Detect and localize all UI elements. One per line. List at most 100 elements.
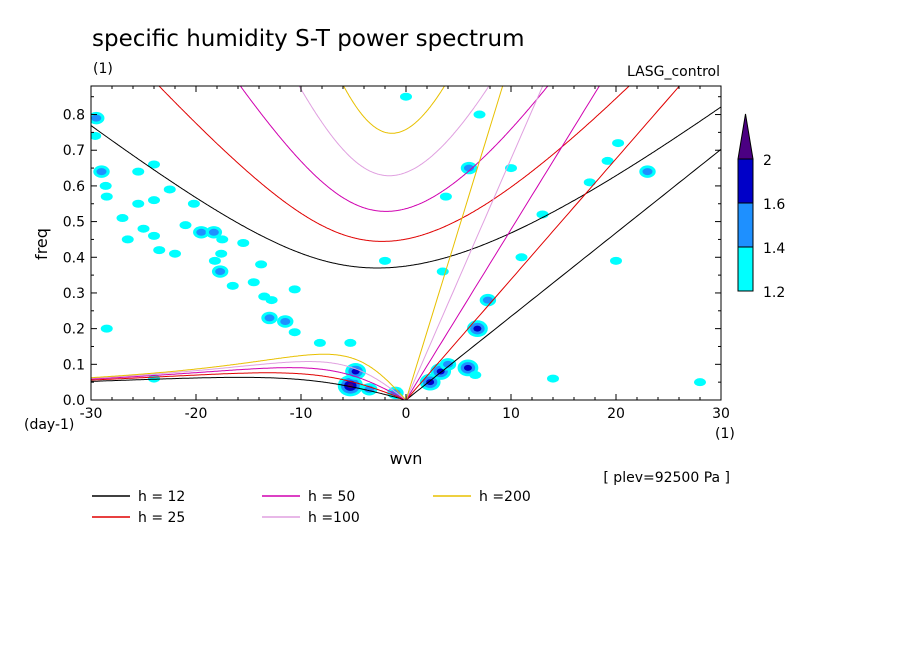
colorbar-segment [737, 158, 754, 204]
plot-frame [90, 85, 722, 401]
contour-blob [215, 249, 228, 258]
contour-blob [91, 131, 102, 140]
contour-blob [100, 324, 113, 333]
x-tick-label: 20 [607, 406, 625, 422]
y-tick-label: 0.4 [63, 250, 85, 266]
contour-blob [583, 178, 596, 187]
contour-blob [116, 214, 129, 223]
chart-subtitle-left: (1) [93, 61, 113, 77]
contour-blob [610, 256, 622, 265]
x-unit-label: (1) [715, 426, 735, 442]
contour-blob [187, 199, 200, 208]
colorbar-segment [737, 202, 754, 248]
legend: h = 12 h = 25 h = 50 h =100 h =200 [92, 489, 531, 526]
contour-blob [237, 239, 250, 247]
contour-blob [288, 328, 301, 337]
x-axis-ticks: -30 -20 -10 0 10 20 30 [80, 86, 730, 422]
contour-blob [132, 199, 145, 208]
y-tick-label: 0.5 [63, 215, 85, 231]
contour-blob [426, 379, 435, 386]
contour-blob [694, 378, 706, 387]
contour-blob [208, 256, 221, 265]
chart-subtitle-right: LASG_control [627, 64, 720, 80]
y-tick-label: 0.3 [63, 286, 85, 302]
colorbar-segment [737, 246, 754, 292]
colorbar-label: 1.6 [763, 197, 785, 213]
contour-blob [100, 192, 113, 201]
contour-blob [148, 231, 160, 240]
x-axis-label: wvn [390, 449, 423, 468]
legend-label: h = 25 [138, 510, 185, 526]
curve-er-0 [91, 376, 406, 400]
curve-ig-1 [158, 86, 630, 242]
contour-blob [132, 167, 145, 176]
contour-blob [91, 114, 102, 122]
contour-blob [344, 338, 357, 347]
curve-kelvin-2 [405, 86, 600, 400]
level-note: [ plev=92500 Pa ] [603, 470, 730, 486]
dispersion-curves [91, 86, 721, 400]
chart-title: specific humidity S-T power spectrum [92, 26, 524, 52]
contour-blob [169, 249, 181, 258]
contour-blob [313, 338, 326, 347]
legend-label: h =100 [308, 510, 360, 526]
contour-blob [179, 221, 192, 230]
curve-ig-3 [298, 86, 490, 177]
colorbar-triangle [737, 113, 754, 160]
curve-er-3 [91, 361, 406, 400]
colorbar-label: 1.4 [763, 241, 785, 257]
y-tick-label: 0.2 [63, 322, 85, 338]
y-tick-label: 0.0 [63, 393, 85, 409]
contour-blob [280, 318, 291, 325]
x-tick-label: 0 [402, 406, 411, 422]
contour-blob [439, 192, 452, 201]
curve-kelvin-4 [405, 86, 504, 400]
contour-blob [226, 281, 239, 290]
contour-blob [436, 368, 445, 375]
contour-blob [216, 235, 229, 244]
colorbar-label: 2 [763, 153, 772, 169]
x-tick-label: -20 [185, 406, 208, 422]
contour-blob [547, 374, 559, 383]
curve-ig-4 [343, 86, 446, 134]
contour-fill-layer [91, 75, 706, 400]
y-axis-ticks: 0.0 0.1 0.2 0.3 0.4 0.5 0.6 0.7 0.8 [63, 96, 721, 409]
curve-er-4 [91, 353, 406, 400]
contour-blob [148, 196, 160, 205]
contour-blob [196, 228, 207, 236]
curve-kelvin-3 [405, 86, 544, 400]
contour-blob [601, 156, 614, 165]
y-tick-label: 0.6 [63, 179, 85, 195]
contour-blob [208, 228, 219, 236]
contour-blob [464, 164, 474, 172]
contour-blob [96, 168, 107, 176]
contour-blob [379, 256, 391, 265]
contour-blob [473, 325, 482, 332]
contour-blob [153, 246, 166, 255]
contour-blob [516, 75, 528, 83]
colorbar-label: 1.2 [763, 285, 785, 301]
x-tick-label: 30 [712, 406, 730, 422]
y-tick-label: 0.7 [63, 143, 85, 159]
x-tick-label: 10 [502, 406, 520, 422]
contour-blob [99, 181, 112, 190]
contour-blob [443, 360, 453, 368]
contour-blob [482, 296, 493, 304]
contour-blob [247, 278, 260, 287]
curve-ig-2 [239, 86, 549, 212]
contour-blob [612, 139, 625, 148]
contour-blob [436, 267, 449, 276]
contour-blob [163, 185, 176, 194]
curve-er-1 [91, 372, 406, 400]
y-tick-label: 0.1 [63, 357, 85, 373]
y-axis-label: freq [32, 228, 51, 260]
legend-label: h = 12 [138, 489, 185, 505]
x-tick-label: -30 [80, 406, 103, 422]
legend-label: h =200 [479, 489, 531, 505]
contour-blob [137, 224, 150, 233]
colorbar: 1.2 1.4 1.6 2 [737, 113, 785, 301]
contour-blob [515, 253, 528, 262]
x-tick-label: -10 [290, 406, 313, 422]
contour-blob [400, 92, 412, 101]
